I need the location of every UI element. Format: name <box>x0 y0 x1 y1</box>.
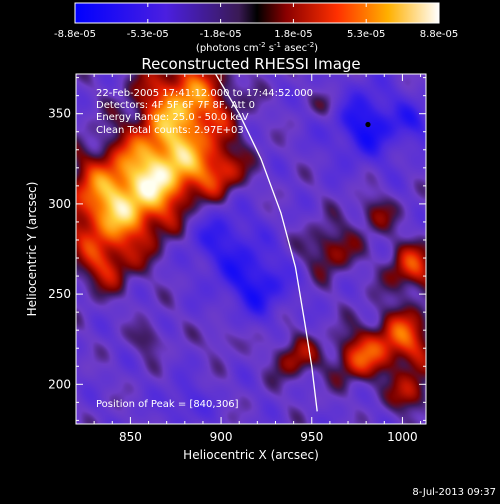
colorbar-tick-label: 1.8e-05 <box>274 29 312 40</box>
solar-limb-curve <box>215 74 318 412</box>
x-tick-label: 900 <box>210 430 233 444</box>
colorbar-gradient <box>74 2 440 24</box>
y-tick-label: 250 <box>48 287 71 301</box>
plot-area: 850 900 950 1000 200 250 300 350 22-Feb-2005 1… <box>48 73 427 444</box>
x-tick-label: 950 <box>300 430 323 444</box>
colorbar-ticks: -8.8e-05 -5.3e-05 -1.8e-05 1.8e-05 5.3e-05 8.… <box>54 3 458 40</box>
y-tick-label: 200 <box>48 377 71 391</box>
info-text-block: 22-Feb-2005 17:41:12.000 to 17:44:52.000… <box>96 88 313 136</box>
plot-frame <box>75 73 427 425</box>
peak-marker <box>365 121 371 128</box>
colorbar-tick-label: -8.8e-05 <box>54 29 96 40</box>
colorbar: -8.8e-05 -5.3e-05 -1.8e-05 1.8e-05 5.3e-05 8.… <box>54 2 458 54</box>
colorbar-tick-label: -5.3e-05 <box>127 29 169 40</box>
info-line-time: 22-Feb-2005 17:41:12.000 to 17:44:52.000 <box>96 88 313 99</box>
info-line-detectors: Detectors: 4F 5F 6F 7F 8F, Att 0 <box>96 100 255 111</box>
colorbar-tick-label: 5.3e-05 <box>347 29 385 40</box>
y-axis-label: Heliocentric Y (arcsec) <box>25 182 39 317</box>
footer-timestamp: 8-Jul-2013 09:37 <box>412 487 496 498</box>
colorbar-tick-label: -1.8e-05 <box>200 29 242 40</box>
x-axis-ticks: 850 900 950 1000 <box>75 74 422 444</box>
y-tick-label: 350 <box>48 107 71 121</box>
info-line-energy: Energy Range: 25.0 - 50.0 keV <box>96 112 249 123</box>
colorbar-tick-label: 8.8e-05 <box>420 29 458 40</box>
heatmap-canvas-holder <box>76 74 426 424</box>
y-tick-label: 300 <box>48 197 71 211</box>
colorbar-unit-label: (photons cm-2 s-1 asec-2) <box>196 41 318 54</box>
y-axis-ticks: 200 250 300 350 <box>48 77 426 421</box>
x-axis-label: Heliocentric X (arcsec) <box>183 448 319 462</box>
info-line-counts: Clean Total counts: 2.97E+03 <box>96 125 244 136</box>
x-tick-label: 1000 <box>387 430 418 444</box>
chart-title: Reconstructed RHESSI Image <box>141 55 360 73</box>
x-tick-label: 850 <box>119 430 142 444</box>
peak-position-label: Position of Peak = [840,306] <box>96 399 239 410</box>
